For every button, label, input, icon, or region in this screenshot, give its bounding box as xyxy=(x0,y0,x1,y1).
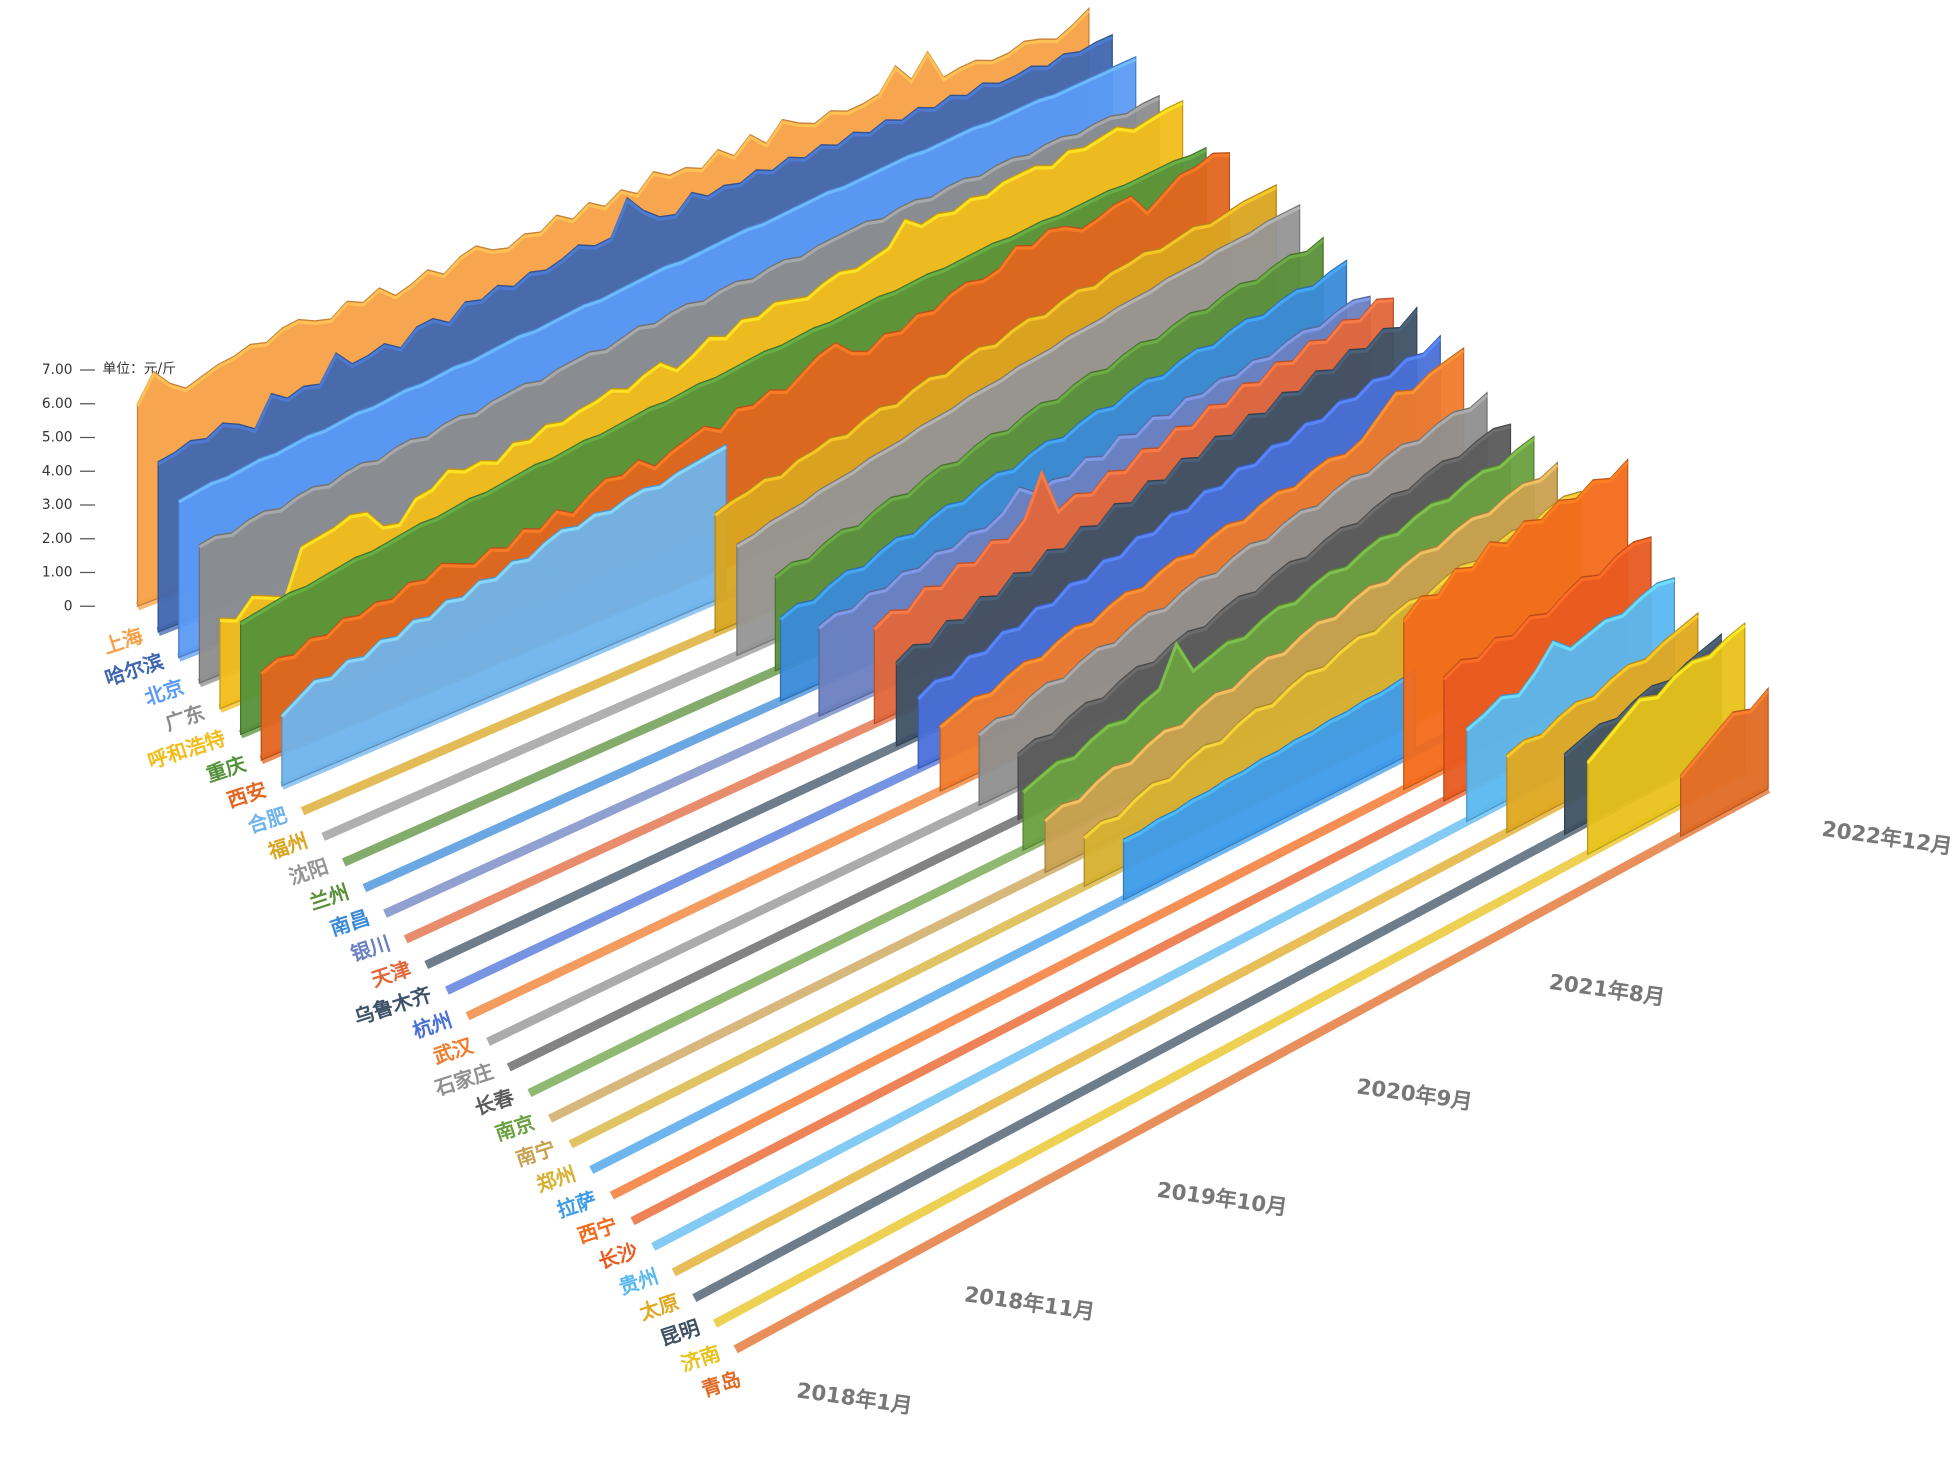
x-tick-label: 2018年11月 xyxy=(963,1281,1097,1325)
legend-label: 北京 xyxy=(142,675,187,710)
legend-label: 南宁 xyxy=(513,1136,558,1171)
y-tick-label: 1.00 xyxy=(42,565,73,581)
area-top-edge xyxy=(219,101,1184,623)
area-top-edge xyxy=(280,445,728,718)
area-top-edge xyxy=(1563,635,1723,758)
area-top-edge xyxy=(1402,461,1629,623)
area-top-edge xyxy=(774,239,1325,580)
area-top-edge xyxy=(1044,463,1559,823)
area-top-edge xyxy=(818,297,1371,630)
row-baseline xyxy=(692,746,1724,1302)
row-baseline xyxy=(712,766,1747,1328)
area-top-edge xyxy=(1586,624,1746,765)
area-top-edge xyxy=(1442,537,1652,681)
area-top-edge xyxy=(136,9,1090,407)
area-top-edge xyxy=(198,96,1160,549)
x-tick-label: 2021年8月 xyxy=(1548,969,1667,1011)
area xyxy=(1679,686,1769,838)
area-top-edge xyxy=(1505,614,1699,759)
legend-label: 太原 xyxy=(637,1290,682,1325)
legend-label: 青岛 xyxy=(698,1367,743,1402)
area-top-edge xyxy=(1017,425,1511,758)
legend-label: 广东 xyxy=(162,700,207,735)
legend-label: 南京 xyxy=(492,1110,537,1145)
x-tick-label: 2020年9月 xyxy=(1355,1073,1474,1115)
legend-label: 南昌 xyxy=(327,905,372,940)
area-top-edge xyxy=(714,186,1277,517)
area-top-edge xyxy=(917,337,1442,701)
area-top-edge xyxy=(1679,689,1770,779)
area-top-edge xyxy=(1122,670,1417,843)
legend-label: 重庆 xyxy=(203,752,248,787)
area-top-edge xyxy=(736,206,1301,549)
area-top-edge xyxy=(895,309,1418,666)
y-axis-label: 单位：元/斤 xyxy=(103,361,176,377)
legend-label: 上海 xyxy=(100,623,145,658)
legend-label: 长春 xyxy=(472,1084,518,1119)
legend-label: 天津 xyxy=(368,957,413,992)
legend-label: 贵州 xyxy=(616,1264,661,1299)
y-tick-label: 2.00 xyxy=(42,531,73,547)
legend-label: 武汉 xyxy=(430,1033,476,1068)
legend-label: 西宁 xyxy=(575,1213,620,1248)
legend-label: 济南 xyxy=(678,1341,723,1376)
legend-label: 郑州 xyxy=(533,1162,578,1197)
area-top-edge xyxy=(239,148,1207,626)
legend-label: 合肥 xyxy=(245,803,290,838)
legend-label: 昆明 xyxy=(657,1315,702,1350)
area-top-edge xyxy=(1022,437,1535,794)
area-top-edge xyxy=(1465,578,1675,732)
y-tick-label: 4.00 xyxy=(42,463,73,479)
legend-label: 西安 xyxy=(224,777,269,812)
legend-label: 兰州 xyxy=(307,880,352,915)
area-top-edge xyxy=(260,153,1230,675)
area-top-edge xyxy=(939,349,1465,729)
area-top-edge xyxy=(157,35,1113,466)
x-tick-label: 2022年12月 xyxy=(1820,816,1953,860)
area-top-edge xyxy=(978,394,1489,737)
y-tick-label: 3.00 xyxy=(42,497,73,513)
legend-label: 银川 xyxy=(348,931,393,966)
x-tick-label: 2019年10月 xyxy=(1155,1177,1289,1221)
y-tick-label: 6.00 xyxy=(42,396,73,412)
legend-label: 福州 xyxy=(264,828,310,863)
area-top-edge xyxy=(873,299,1394,631)
legend-label: 长沙 xyxy=(595,1238,640,1273)
legend-label: 沈阳 xyxy=(286,854,331,889)
y-tick-label: 0 xyxy=(64,598,73,614)
area-top-edge xyxy=(177,57,1137,504)
area-top-edge xyxy=(779,261,1348,621)
y-tick-label: 5.00 xyxy=(42,430,73,446)
legend-label: 拉萨 xyxy=(554,1187,599,1222)
y-tick-label: 7.00 xyxy=(42,362,73,378)
legend-label: 杭州 xyxy=(410,1008,455,1043)
row-baseline xyxy=(733,785,1771,1354)
x-tick-label: 2018年1月 xyxy=(795,1377,914,1419)
